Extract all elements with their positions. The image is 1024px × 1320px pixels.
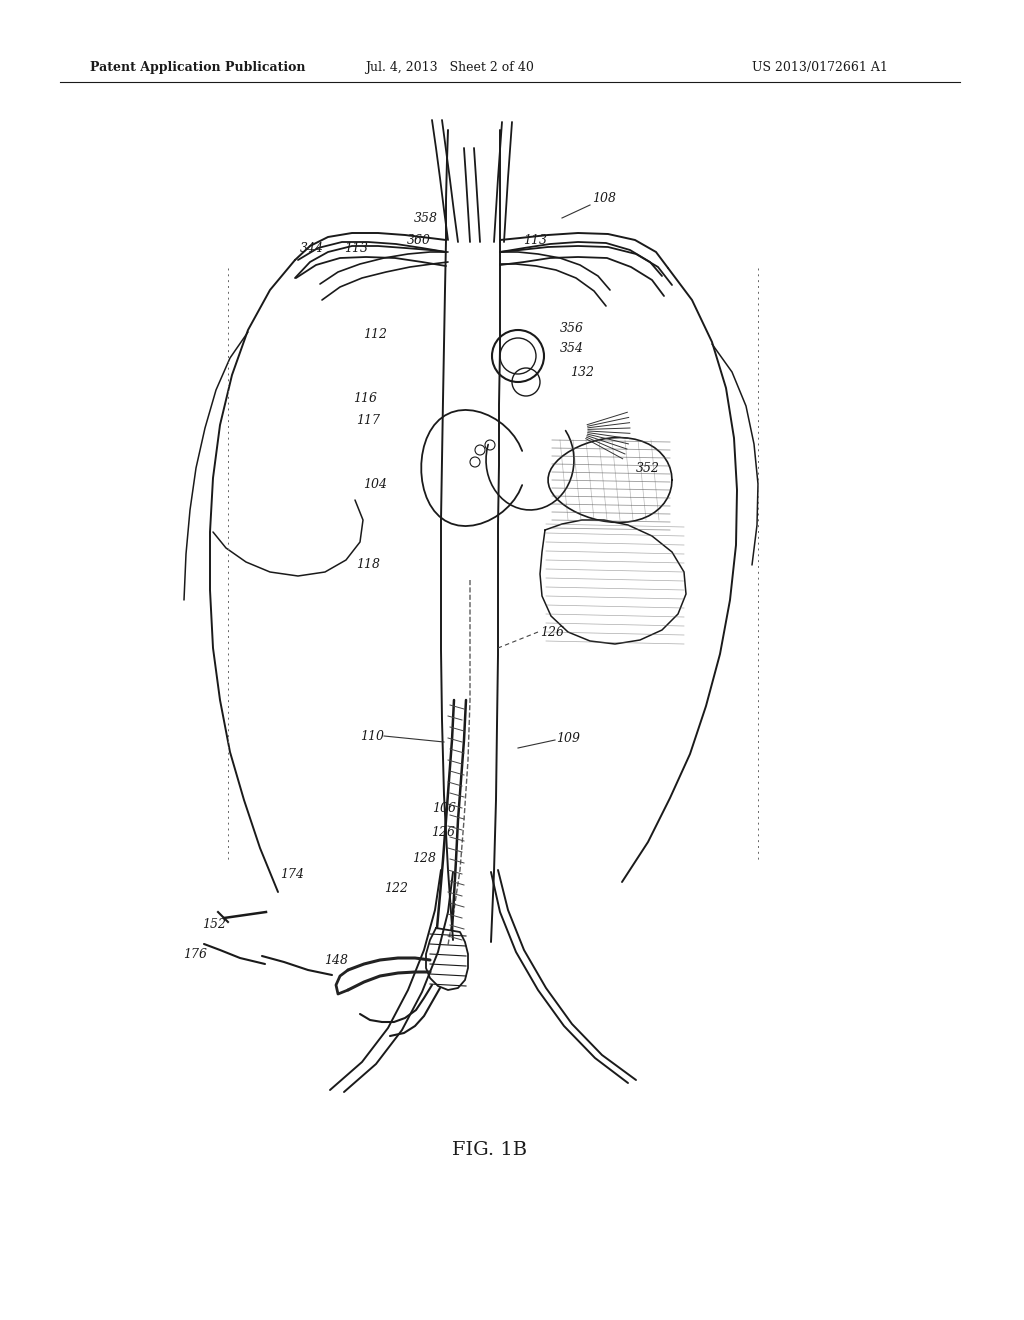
Text: 113: 113	[523, 234, 547, 247]
Text: 117: 117	[356, 413, 380, 426]
Text: US 2013/0172661 A1: US 2013/0172661 A1	[752, 62, 888, 74]
Text: 148: 148	[324, 953, 348, 966]
Text: 116: 116	[353, 392, 377, 404]
Text: 356: 356	[560, 322, 584, 334]
Text: 360: 360	[407, 234, 431, 247]
Text: 176: 176	[183, 948, 207, 961]
Text: 128: 128	[412, 851, 436, 865]
Text: FIG. 1B: FIG. 1B	[453, 1140, 527, 1159]
Text: 174: 174	[280, 867, 304, 880]
Text: 112: 112	[362, 329, 387, 342]
Text: 126: 126	[431, 825, 455, 838]
Text: 109: 109	[556, 731, 580, 744]
Text: 344: 344	[300, 242, 324, 255]
Text: 122: 122	[384, 882, 408, 895]
Text: 106: 106	[432, 801, 456, 814]
Text: 152: 152	[202, 917, 226, 931]
Text: 358: 358	[414, 211, 438, 224]
Text: 113: 113	[344, 242, 368, 255]
Text: 354: 354	[560, 342, 584, 355]
Text: 108: 108	[592, 191, 616, 205]
Text: 104: 104	[362, 478, 387, 491]
Text: 132: 132	[570, 366, 594, 379]
Text: Jul. 4, 2013   Sheet 2 of 40: Jul. 4, 2013 Sheet 2 of 40	[366, 62, 535, 74]
Text: 110: 110	[360, 730, 384, 742]
Text: Patent Application Publication: Patent Application Publication	[90, 62, 305, 74]
Text: 352: 352	[636, 462, 660, 474]
Text: 126: 126	[540, 626, 564, 639]
Text: 118: 118	[356, 557, 380, 570]
